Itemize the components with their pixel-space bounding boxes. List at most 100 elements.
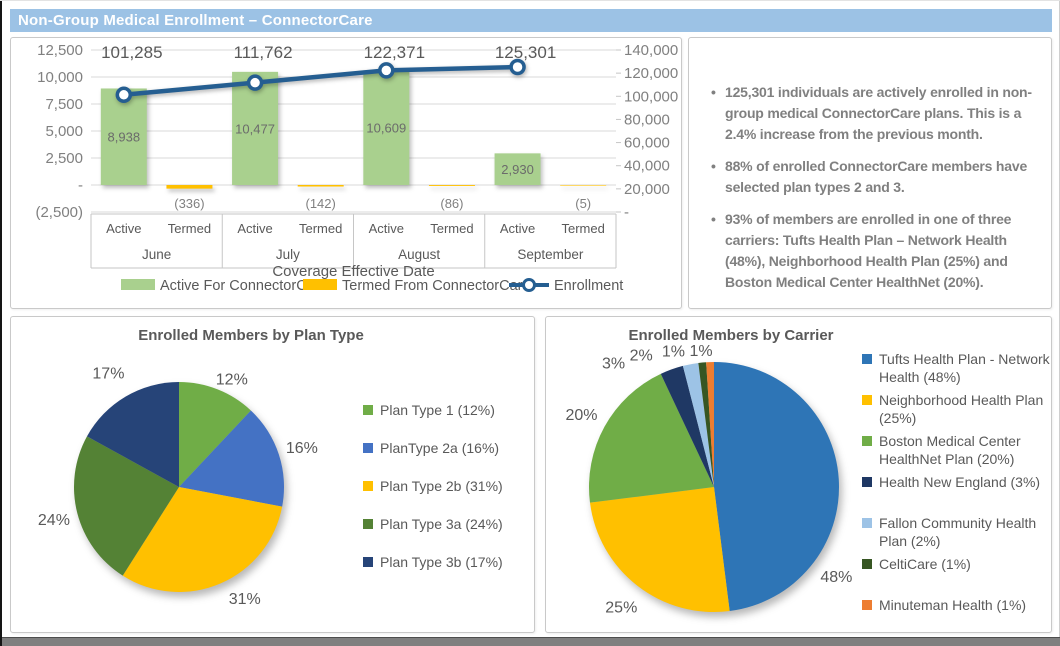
- legend-swatch: [862, 436, 872, 446]
- plan-type-chart-title: Enrolled Members by Plan Type: [138, 327, 364, 344]
- bar-termed-June: [166, 185, 213, 189]
- right-axis-tick: 80,000: [624, 111, 670, 128]
- enrollment-marker-August: [378, 62, 395, 79]
- right-axis-tick: 60,000: [624, 135, 670, 152]
- legend-label: Tufts Health Plan - Network Health (48%): [879, 351, 1050, 385]
- legend-swatch: [862, 559, 872, 569]
- month-label: June: [142, 247, 171, 262]
- legend-label: Plan Type 3b (17%): [380, 554, 503, 570]
- enrollment-value-label: 122,371: [364, 43, 425, 62]
- left-axis-tick: 7,500: [45, 96, 83, 113]
- pie-slice-1%: [706, 362, 714, 487]
- month-label: July: [276, 247, 300, 262]
- termed-label: (5): [575, 196, 591, 211]
- pie-pct-label: 2%: [630, 347, 653, 364]
- legend-item: Fallon Community Health Plan (2%): [862, 514, 1054, 554]
- termed-label: (86): [440, 196, 463, 211]
- legend-label: Boston Medical Center HealthNet Plan (20…: [879, 433, 1021, 467]
- enrollment-line-group: [115, 58, 526, 104]
- left-axis-tick: 5,000: [45, 123, 83, 140]
- legend-item: Plan Type 2b (31%): [363, 477, 503, 515]
- page-bottom-bar: [0, 637, 1060, 646]
- pie-slice-24%: [74, 436, 179, 576]
- pie-slice-25%: [589, 487, 730, 612]
- pie-pct-label: 25%: [605, 600, 637, 617]
- enrollment-combo-chart: 12,500 10,000 7,500 5,000 2,500 - (2,500) 140,0…: [35, 42, 678, 294]
- legend-label: Plan Type 1 (12%): [380, 402, 495, 418]
- bar-termed-September: [560, 185, 607, 186]
- legend-item: Minuteman Health (1%): [862, 596, 1054, 636]
- legend-label-termed: Termed From ConnectorCare: [342, 278, 531, 294]
- legend-label: Health New England (3%): [879, 474, 1041, 490]
- carrier-legend: Tufts Health Plan - Network Health (48%)…: [862, 350, 1054, 637]
- legend-marker-enrollment: [522, 278, 536, 292]
- legend-swatch: [363, 519, 373, 529]
- plan-type-legend: Plan Type 1 (12%) PlanType 2a (16%) Plan T…: [363, 401, 503, 591]
- subcategory-label: Termed: [299, 221, 342, 236]
- legend-swatch: [862, 395, 872, 405]
- month-label: September: [517, 247, 584, 262]
- carrier-chart-title: Enrolled Members by Carrier: [628, 327, 834, 344]
- page-left-edge: [0, 1, 2, 646]
- pie-slices: [74, 382, 285, 592]
- pie-pct-label: 48%: [820, 569, 852, 586]
- subcategory-label: Termed: [562, 221, 605, 236]
- pie-slice-48%: [714, 362, 840, 612]
- legend-swatch: [862, 477, 872, 487]
- legend-label-enrollment: Enrollment: [554, 278, 623, 294]
- bar-label: 10,609: [366, 121, 406, 136]
- legend-item: Neighborhood Health Plan (25%): [862, 391, 1054, 431]
- legend-swatch: [363, 405, 373, 415]
- legend-swatch-active: [121, 279, 155, 290]
- enrollment-value-label: 111,762: [234, 43, 293, 62]
- pie-pct-label: 3%: [602, 355, 625, 372]
- right-axis-tick: 100,000: [624, 88, 678, 105]
- enrollment-line: [123, 64, 518, 98]
- pie-pct-label: 20%: [565, 407, 597, 424]
- subcategory-label: Active: [237, 221, 272, 236]
- bar-label: 10,477: [235, 121, 275, 136]
- right-axis-tick: 40,000: [624, 158, 670, 175]
- bar-active-September: [494, 153, 541, 185]
- pie-pct-label: 12%: [216, 371, 248, 388]
- pie-slice-20%: [589, 373, 714, 503]
- legend-label: Plan Type 2b (31%): [380, 478, 503, 494]
- legend-label: Neighborhood Health Plan (25%): [879, 392, 1044, 426]
- pie-pct-label: 24%: [38, 512, 70, 529]
- pie-slice-3%: [660, 365, 714, 487]
- bar-active-June: [100, 88, 147, 185]
- legend-swatch: [363, 557, 373, 567]
- page-title: Non-Group Medical Enrollment – Connector…: [18, 12, 373, 29]
- bar-label: 2,930: [501, 162, 534, 177]
- subcategory-label: Active: [369, 221, 404, 236]
- legend-swatch: [862, 518, 872, 528]
- pie-slice-2%: [682, 362, 714, 487]
- pie-pct-label: 1%: [689, 343, 712, 360]
- left-axis-tick: 10,000: [37, 69, 83, 86]
- legend-item: Plan Type 1 (12%): [363, 401, 503, 439]
- pie-pct-label: 31%: [229, 591, 261, 608]
- pie-pct-label: 1%: [662, 343, 685, 360]
- pie-pct-label: 16%: [286, 440, 318, 457]
- subcategory-label: Termed: [168, 221, 211, 236]
- legend-item: Plan Type 3b (17%): [363, 553, 503, 591]
- legend-label: Minuteman Health (1%): [879, 597, 1027, 613]
- legend-label: PlanType 2a (16%): [380, 440, 500, 456]
- termed-label: (142): [306, 196, 336, 211]
- legend-item: Boston Medical Center HealthNet Plan (20…: [862, 432, 1054, 472]
- subcategory-label: Termed: [430, 221, 473, 236]
- enrollment-value-label: 101,285: [101, 43, 162, 62]
- left-axis-tick: -: [78, 177, 83, 194]
- enrollment-marker-September: [509, 58, 526, 76]
- enrollment-trend-panel: 12,500 10,000 7,500 5,000 2,500 - (2,500) 140,0…: [10, 37, 682, 309]
- pie-slices: [589, 362, 840, 612]
- plan-type-pie-chart: 12% 16% 31% 24% 17%: [38, 366, 318, 609]
- bar-termed-July: [297, 185, 344, 187]
- legend-swatch: [363, 481, 373, 491]
- x-axis-title: Coverage Effective Date: [272, 263, 434, 280]
- bar-termed-August: [428, 185, 475, 186]
- left-axis-tick: 12,500: [37, 42, 83, 59]
- insight-bullet: 125,301 individuals are actively enrolle…: [709, 82, 1037, 145]
- enrollment-marker-June: [115, 86, 133, 104]
